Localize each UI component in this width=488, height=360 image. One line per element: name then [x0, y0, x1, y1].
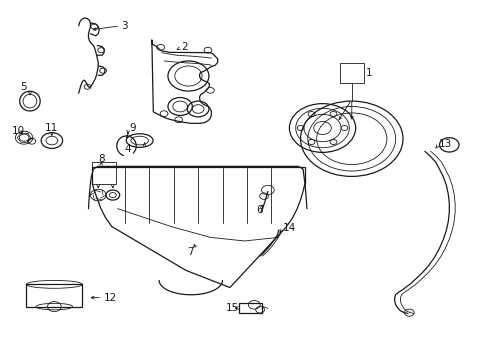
Text: 1: 1: [365, 68, 371, 78]
Bar: [26, 284, 82, 307]
Text: 12: 12: [104, 293, 117, 303]
Text: 4: 4: [124, 144, 130, 154]
Text: 8: 8: [98, 154, 104, 164]
Text: 11: 11: [44, 123, 58, 133]
Text: 9: 9: [129, 123, 136, 133]
Bar: [92, 162, 116, 184]
Text: 5: 5: [20, 82, 27, 92]
Text: 13: 13: [438, 139, 451, 149]
Bar: [339, 63, 363, 83]
Text: 15: 15: [225, 303, 239, 313]
Text: 10: 10: [11, 126, 24, 135]
Text: 3: 3: [122, 21, 128, 31]
Bar: [238, 303, 262, 314]
Text: 6: 6: [256, 206, 262, 216]
Text: 2: 2: [181, 42, 187, 52]
Text: 7: 7: [186, 247, 193, 257]
Text: 14: 14: [282, 224, 295, 233]
